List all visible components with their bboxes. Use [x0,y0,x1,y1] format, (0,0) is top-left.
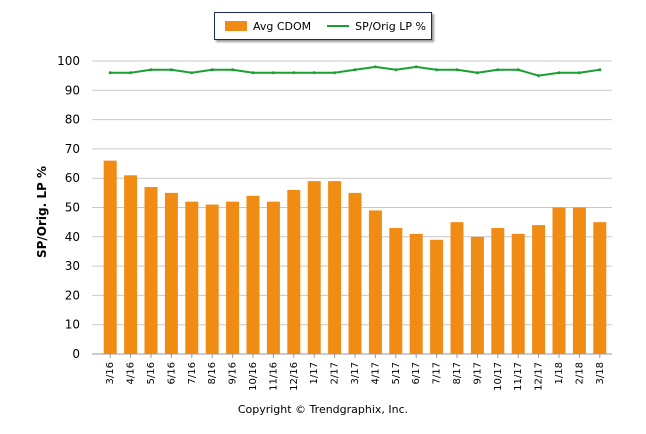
bar-avg-cdom [552,207,566,354]
point-sp-orig-lp [251,71,255,75]
point-sp-orig-lp [557,71,561,75]
bar-avg-cdom [226,201,240,354]
bar-avg-cdom [348,192,362,354]
point-sp-orig-lp [414,65,418,69]
x-tick-label: 8/17 [452,362,463,384]
y-tick-label: 30 [65,259,80,273]
y-tick-label: 10 [65,318,80,332]
copyright: Copyright © Trendgraphix, Inc. [237,403,409,416]
bar-avg-cdom [470,236,484,354]
x-tick-label: 11/16 [268,362,279,391]
point-sp-orig-lp [475,71,479,75]
bar-avg-cdom [205,204,219,354]
bar-avg-cdom [287,189,301,354]
x-tick-label: 10/16 [248,362,259,391]
x-tick-label: 1/17 [309,362,320,384]
point-sp-orig-lp [537,74,541,78]
bar-avg-cdom [389,228,403,354]
bar-avg-cdom [368,210,382,354]
point-sp-orig-lp [129,71,133,75]
x-tick-label: 2/18 [574,362,585,384]
x-tick-label: 6/16 [166,362,177,384]
bar-avg-cdom [450,222,464,354]
x-tick-label: 9/16 [228,362,239,384]
bar-avg-cdom [307,181,321,354]
point-sp-orig-lp [169,68,173,72]
x-tick-label: 4/17 [370,362,381,384]
point-sp-orig-lp [210,68,214,72]
y-tick-label: 50 [65,201,80,215]
bar-avg-cdom [185,201,199,354]
bar-avg-cdom [266,201,280,354]
point-sp-orig-lp [292,71,296,75]
x-tick-label: 12/16 [289,362,300,391]
y-tick-label: 100 [57,54,80,68]
x-tick-label: 9/17 [472,362,483,384]
point-sp-orig-lp [394,68,398,72]
legend-label-sp-orig-lp: SP/Orig LP % [355,19,426,33]
bar-avg-cdom [144,186,158,354]
x-tick-label: 3/18 [595,362,606,384]
x-tick-label: 3/16 [105,362,116,384]
point-sp-orig-lp [271,71,275,75]
point-sp-orig-lp [455,68,459,72]
point-sp-orig-lp [149,68,153,72]
x-tick-label: 6/17 [411,362,422,384]
point-sp-orig-lp [231,68,235,72]
y-tick-label: 40 [65,230,80,244]
x-tick-label: 7/16 [187,362,198,384]
point-sp-orig-lp [333,71,337,75]
x-tick-label: 3/17 [350,362,361,384]
y-tick-label: 90 [65,83,80,97]
x-tick-label: 11/17 [513,362,524,391]
x-tick-label: 1/18 [554,362,565,384]
point-sp-orig-lp [108,71,112,75]
y-tick-label: 70 [65,142,80,156]
bar-avg-cdom [491,228,505,354]
legend-label-avg-cdom: Avg CDOM [253,19,312,33]
point-sp-orig-lp [353,68,357,72]
bar-avg-cdom [572,207,586,354]
point-sp-orig-lp [496,68,500,72]
legend-swatch-sp-orig-lp [327,25,350,27]
x-tick-label: 2/17 [330,362,341,384]
bar-avg-cdom [532,225,546,354]
y-tick-label: 0 [72,347,80,361]
x-tick-label: 5/16 [146,362,157,384]
legend-swatch-avg-cdom [225,21,247,31]
y-axis-label: SP/Orig. LP % [35,165,49,259]
bar-avg-cdom [103,160,117,354]
point-sp-orig-lp [598,68,602,72]
x-tick-label: 7/17 [432,362,443,384]
bar-avg-cdom [164,192,178,354]
point-sp-orig-lp [373,65,377,69]
point-sp-orig-lp [435,68,439,72]
x-tick-label: 12/17 [534,362,545,391]
bar-avg-cdom [511,233,525,354]
y-tick-label: 60 [65,171,80,185]
point-sp-orig-lp [312,71,316,75]
bar-avg-cdom [409,233,423,354]
bar-avg-cdom [246,195,260,354]
point-sp-orig-lp [516,68,520,72]
y-tick-label: 20 [65,288,80,302]
point-sp-orig-lp [190,71,194,75]
bar-avg-cdom [430,239,444,354]
x-tick-label: 8/16 [207,362,218,384]
x-tick-label: 4/16 [126,362,137,384]
point-sp-orig-lp [577,71,581,75]
x-tick-label: 10/17 [493,362,504,391]
bar-avg-cdom [124,175,138,354]
bar-avg-cdom [593,222,607,354]
bar-avg-cdom [328,181,342,354]
y-tick-label: 80 [65,113,80,127]
x-tick-label: 5/17 [391,362,402,384]
legend: Avg CDOM SP/Orig LP % [214,12,432,40]
